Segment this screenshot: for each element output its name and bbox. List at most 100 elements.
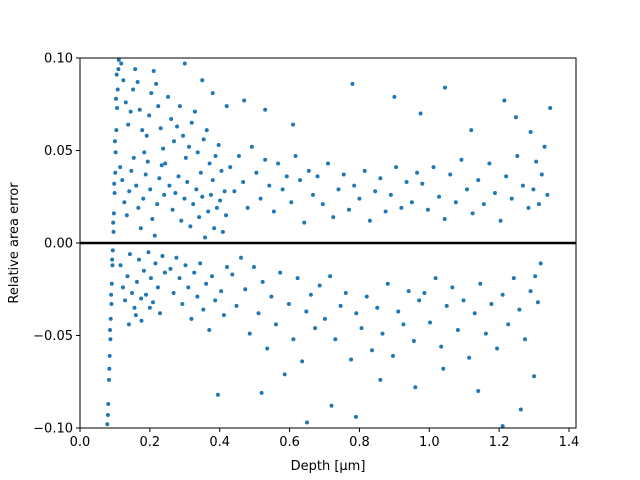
data-point [251, 265, 256, 270]
data-point [163, 161, 168, 166]
data-point [280, 187, 285, 192]
data-point [106, 377, 111, 382]
data-point [225, 265, 230, 270]
data-point [114, 128, 119, 133]
data-point [111, 211, 116, 216]
points-layer [105, 57, 553, 429]
data-point [122, 200, 127, 205]
data-point [455, 327, 460, 332]
data-point [182, 61, 187, 66]
data-point [306, 168, 311, 173]
data-point [149, 91, 154, 96]
data-point [126, 122, 131, 127]
data-point [378, 377, 383, 382]
data-point [142, 150, 147, 155]
data-point [548, 105, 553, 110]
data-point [153, 261, 158, 266]
data-point [180, 302, 185, 307]
data-point [333, 337, 338, 342]
data-point [221, 313, 226, 318]
data-point [210, 274, 215, 279]
data-point [112, 181, 117, 186]
data-point [385, 281, 390, 286]
data-point [109, 302, 114, 307]
x-tick-label: 0.2 [140, 435, 161, 450]
data-point [127, 252, 132, 257]
data-point [208, 192, 213, 197]
data-point [401, 322, 406, 327]
data-point [526, 205, 531, 210]
y-tick-label: 0.10 [44, 52, 73, 67]
data-point [139, 296, 144, 301]
x-tick-label: 0.0 [70, 435, 91, 450]
data-point [176, 174, 181, 179]
data-point [236, 154, 241, 159]
y-tick-label: 0.00 [44, 237, 73, 252]
data-point [157, 176, 162, 181]
data-point [137, 257, 142, 262]
data-point [138, 226, 143, 231]
data-point [200, 194, 205, 199]
data-point [168, 266, 173, 271]
data-point [308, 292, 313, 297]
data-point [123, 100, 128, 105]
data-point [487, 161, 492, 166]
data-point [186, 144, 191, 149]
data-point [120, 178, 125, 183]
data-point [249, 144, 254, 149]
data-point [177, 104, 182, 109]
data-point [106, 401, 111, 406]
data-point [273, 322, 278, 327]
data-point [343, 290, 348, 295]
data-point [143, 172, 148, 177]
data-point [175, 124, 180, 129]
data-point [112, 191, 117, 196]
data-point [413, 385, 418, 390]
data-point [157, 311, 162, 316]
data-point [542, 144, 547, 149]
data-point [131, 87, 136, 92]
data-point [148, 187, 153, 192]
data-point [219, 168, 224, 173]
data-point [183, 155, 188, 160]
data-point [200, 78, 205, 83]
data-point [224, 104, 229, 109]
data-point [431, 165, 436, 170]
x-axis-ticks: 0.0 0.2 0.4 0.6 0.8 1.0 1.2 1.4 [70, 428, 579, 450]
data-point [254, 170, 259, 175]
data-point [404, 179, 409, 184]
data-point [140, 128, 145, 133]
data-point [130, 290, 135, 295]
data-point [194, 187, 199, 192]
data-point [218, 198, 223, 203]
data-point [207, 327, 212, 332]
data-point [134, 279, 139, 284]
data-point [420, 181, 425, 186]
y-axis-label: Relative area error [7, 182, 22, 304]
data-point [195, 294, 200, 299]
data-point [373, 189, 378, 194]
data-point [195, 150, 200, 155]
data-point [146, 250, 151, 255]
data-point [197, 215, 202, 220]
data-point [378, 176, 383, 181]
data-point [375, 305, 380, 310]
data-point [506, 322, 511, 327]
data-point [328, 274, 333, 279]
data-point [247, 331, 252, 336]
data-point [214, 205, 219, 210]
data-point [129, 168, 134, 173]
data-point [539, 172, 544, 177]
x-tick-label: 0.8 [349, 435, 370, 450]
data-point [427, 320, 432, 325]
data-point [278, 270, 283, 275]
data-point [534, 159, 539, 164]
data-point [442, 216, 447, 221]
data-point [353, 414, 358, 419]
data-point [116, 67, 121, 72]
data-point [260, 279, 265, 284]
data-point [500, 292, 505, 297]
data-point [350, 81, 355, 86]
data-point [245, 205, 250, 210]
data-point [151, 68, 156, 73]
